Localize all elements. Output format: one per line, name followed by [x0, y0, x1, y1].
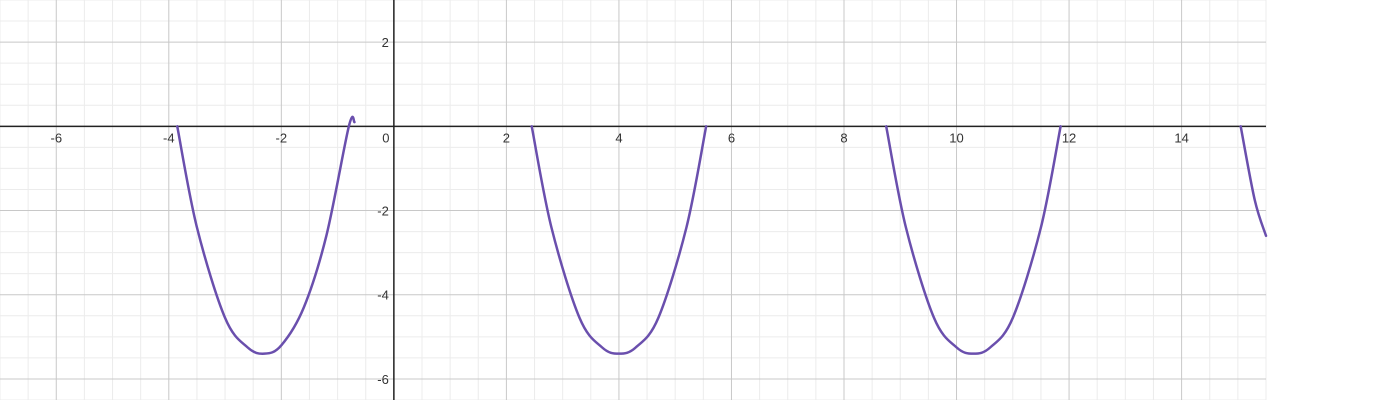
tick-labels: -6 -4 -2 0 2 4 6 8 10 12 14 2 -2 -4 -6	[50, 35, 1188, 387]
minor-grid	[0, 0, 1267, 400]
x-tick-label: 12	[1062, 130, 1076, 145]
series-line	[175, 115, 356, 356]
x-tick-label: 14	[1174, 130, 1188, 145]
x-tick-label: 10	[949, 130, 963, 145]
x-tick-label: -2	[276, 130, 288, 145]
y-tick-label: -6	[377, 372, 389, 387]
y-tick-label: 2	[382, 35, 389, 50]
curves	[175, 115, 1268, 356]
x-tick-label: 8	[840, 130, 847, 145]
series-line	[884, 125, 1062, 355]
x-tick-label: -6	[50, 130, 62, 145]
axes	[0, 0, 1266, 400]
y-tick-label: -4	[377, 288, 389, 303]
x-tick-label: 0	[382, 130, 389, 145]
x-tick-label: -4	[163, 130, 175, 145]
x-tick-label: 6	[728, 130, 735, 145]
y-tick-label: -2	[377, 204, 389, 219]
series-line	[1239, 125, 1268, 238]
plot-background	[0, 0, 1266, 400]
series-line	[530, 125, 708, 355]
x-tick-label: 2	[503, 130, 510, 145]
x-tick-label: 4	[615, 130, 622, 145]
